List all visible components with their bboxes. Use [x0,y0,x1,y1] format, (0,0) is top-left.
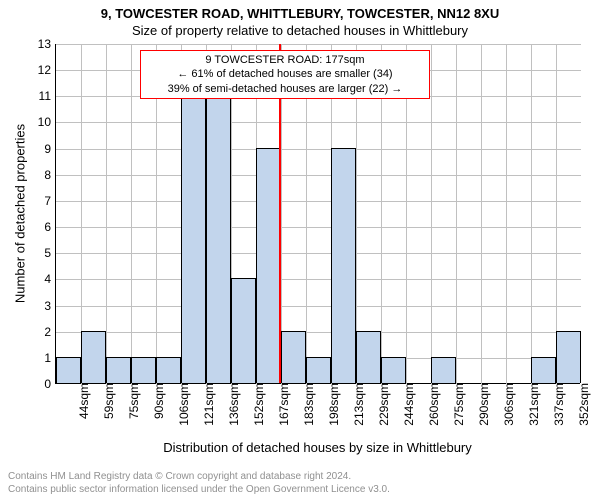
annotation-line-2: ← 61% of detached houses are smaller (34… [147,67,423,81]
y-tick-label: 5 [44,246,56,260]
x-tick-label: 337sqm [548,383,566,426]
gridline [56,306,581,307]
annotation-line-3: 39% of semi-detached houses are larger (… [147,82,423,96]
footer-attribution: Contains HM Land Registry data © Crown c… [8,470,390,496]
bar [206,69,231,383]
gridline [56,149,581,150]
bar [531,357,556,383]
bar [181,95,206,383]
x-axis-label: Distribution of detached houses by size … [55,440,580,455]
gridline-v [506,44,507,384]
x-tick-label: 306sqm [498,383,516,426]
bar [156,357,181,383]
bar [331,148,356,383]
y-tick-label: 13 [38,37,56,51]
x-tick-label: 75sqm [123,383,141,419]
gridline [56,332,581,333]
x-tick-label: 213sqm [348,383,366,426]
gridline [56,44,581,45]
y-tick-label: 8 [44,168,56,182]
y-tick-label: 0 [44,377,56,391]
gridline [56,227,581,228]
y-tick-label: 11 [39,89,56,103]
bar [281,331,306,383]
bar [231,278,256,383]
x-tick-label: 136sqm [223,383,241,426]
x-tick-label: 198sqm [323,383,341,426]
y-axis-label: Number of detached properties [13,114,28,314]
annotation-box: 9 TOWCESTER ROAD: 177sqm ← 61% of detach… [140,50,430,99]
y-tick-label: 6 [44,220,56,234]
x-tick-label: 121sqm [198,383,216,426]
x-tick-label: 183sqm [298,383,316,426]
footer-line-2: Contains public sector information licen… [8,483,390,496]
bar [131,357,156,383]
bar [56,357,81,383]
x-tick-label: 59sqm [98,383,116,419]
bar [356,331,381,383]
bar [306,357,331,383]
gridline [56,253,581,254]
y-tick-label: 10 [38,115,56,129]
bar [381,357,406,383]
gridline-v [106,44,107,384]
y-tick-label: 2 [44,325,56,339]
gridline [56,279,581,280]
x-tick-label: 321sqm [523,383,541,426]
x-tick-label: 229sqm [373,383,391,426]
x-tick-label: 44sqm [73,383,91,419]
gridline [56,201,581,202]
x-tick-label: 275sqm [448,383,466,426]
gridline-v [431,44,432,384]
x-tick-label: 352sqm [573,383,591,426]
bar [81,331,106,383]
x-tick-label: 106sqm [173,383,191,426]
x-tick-label: 90sqm [148,383,166,419]
y-tick-label: 4 [44,272,56,286]
annotation-line-1: 9 TOWCESTER ROAD: 177sqm [147,53,423,67]
x-tick-label: 290sqm [473,383,491,426]
bar [556,331,581,383]
gridline [56,122,581,123]
gridline-v [131,44,132,384]
gridline [56,175,581,176]
x-tick-label: 167sqm [273,383,291,426]
x-tick-label: 260sqm [423,383,441,426]
y-tick-label: 12 [38,63,56,77]
x-tick-label: 244sqm [398,383,416,426]
bar [106,357,131,383]
gridline-v [456,44,457,384]
x-tick-label: 152sqm [248,383,266,426]
gridline-v [531,44,532,384]
footer-line-1: Contains HM Land Registry data © Crown c… [8,470,390,483]
y-tick-label: 3 [44,299,56,313]
y-tick-label: 7 [44,194,56,208]
bar [256,148,281,383]
y-tick-label: 9 [44,142,56,156]
bar [431,357,456,383]
y-tick-label: 1 [44,351,56,365]
gridline-v [481,44,482,384]
